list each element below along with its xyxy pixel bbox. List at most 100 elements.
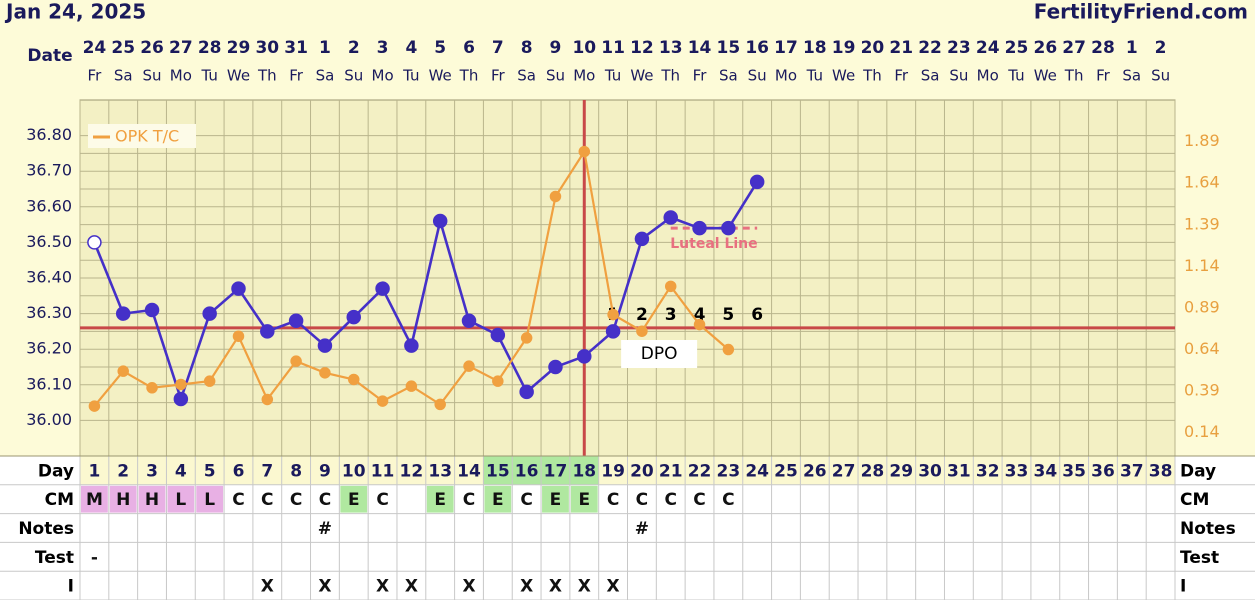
date-label: 9 [550,38,562,58]
cell-text: X [261,577,274,597]
row-label: Day [38,461,74,481]
weekday-label: We [1034,67,1057,85]
date-label: 4 [405,38,417,58]
y-tick-label: 36.10 [26,374,72,393]
cm-cell [426,485,454,513]
weekday-label: Fr [491,67,506,85]
cell-text: C [232,490,244,510]
y-tick-label: 36.40 [26,268,72,287]
point [721,220,736,236]
day-number: 37 [1120,461,1144,481]
y2-tick-label: 1.39 [1184,214,1220,233]
date-label: 25 [111,38,135,58]
point [432,213,448,229]
cm-cell [196,485,224,513]
dpo-number: 6 [751,305,763,325]
y2-tick-label: 0.64 [1184,339,1220,358]
day-number: 17 [544,461,568,481]
weekday-label: We [429,67,452,85]
y-tick-label: 36.00 [26,410,72,429]
point [288,313,304,328]
date-label: 27 [169,38,193,58]
cell-text: C [607,490,619,510]
fertile-cell [483,456,513,485]
date-label: 18 [803,38,827,58]
date-label: 2 [348,38,360,58]
day-number: 11 [371,461,395,481]
y2-tick-label: 0.89 [1184,297,1220,316]
date-label: 1 [1126,38,1138,58]
dpo-number: 2 [636,305,648,325]
dpo-number: 3 [665,305,677,325]
cell-text: L [204,490,215,510]
point [203,375,216,387]
weekday-label: Fr [1096,67,1111,85]
weekday-label: Th [862,67,882,85]
cm-cell [570,485,598,513]
date-label: 13 [659,38,683,58]
point [519,384,534,400]
weekday-label: Sa [114,67,133,85]
point [348,373,360,386]
weekday-label: Tu [1007,67,1024,85]
day-number: 19 [601,461,625,481]
day-number: 21 [659,461,683,481]
point [261,393,274,406]
point [173,391,189,407]
cell-text: C [693,490,705,510]
point [664,280,677,293]
cm-cell [81,485,108,513]
date-label: 15 [717,38,741,58]
day-number: 4 [175,461,187,481]
weekday-label: Mo [372,67,394,85]
weekday-label: Sa [719,67,738,85]
point [115,306,131,321]
luteal-label: Luteal Line [670,236,757,252]
point [577,349,592,364]
weekday-label: Fr [894,67,909,85]
cell-text: C [290,490,302,510]
day-number: 16 [515,461,539,481]
cell-text: - [91,548,98,568]
day-number: 31 [947,461,971,481]
date-label: 12 [630,38,654,58]
weekday-label: Sa [316,67,335,85]
date-label: 7 [492,38,504,58]
point [548,359,563,375]
day-number: 34 [1033,461,1057,481]
cell-text: X [318,577,331,597]
weekday-label: Fr [289,67,304,85]
day-number: 23 [717,461,741,481]
day-number: 5 [204,461,216,481]
chart-title: Jan 24, 2025 [4,0,146,24]
point [346,309,361,325]
point [317,338,333,353]
y2-tick-label: 1.14 [1184,256,1220,275]
date-label: 19 [832,38,856,58]
weekday-label: Th [1064,67,1084,85]
date-label: Date [27,46,72,66]
day-number: 30 [918,461,942,481]
point [463,360,475,372]
point [663,210,678,225]
day-number: 27 [832,461,856,481]
date-label: 6 [463,38,475,58]
point [260,324,275,339]
y-tick-label: 36.30 [26,303,72,322]
weekday-label: Mo [573,67,595,85]
date-label: 2 [1155,38,1167,58]
day-number: 25 [774,461,798,481]
y-tick-label: 36.50 [26,232,72,251]
date-label: 27 [1062,38,1086,58]
point [117,365,129,377]
date-label: 30 [255,38,279,58]
date-label: 16 [745,38,769,58]
point [231,281,246,296]
weekday-label: Mo [775,67,797,85]
weekday-label: Sa [1122,67,1141,85]
cell-text: C [722,490,734,510]
cell-text: H [145,490,159,510]
point [290,355,302,367]
weekday-label: Mo [977,67,999,85]
cm-cell [138,485,166,513]
